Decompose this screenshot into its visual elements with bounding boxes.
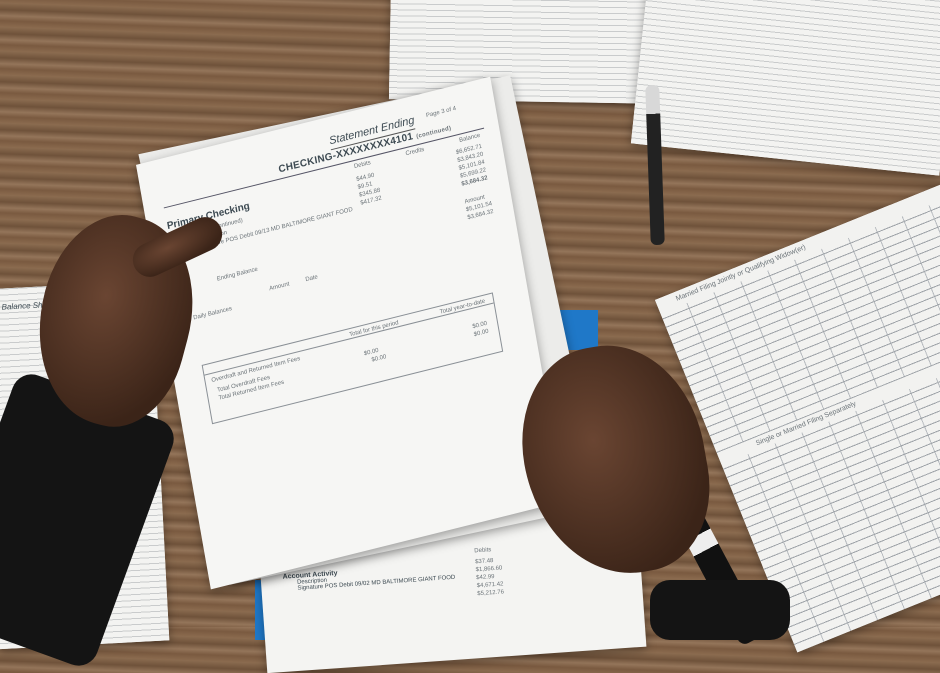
background-paper-top-right bbox=[630, 0, 940, 176]
tax-table-title: Married Filing Jointly or Qualifying Wid… bbox=[655, 176, 940, 314]
fee-period: $0.00 bbox=[371, 354, 387, 364]
daily-amount-header: Amount bbox=[268, 281, 290, 293]
bottom-debits-header: Debits bbox=[474, 547, 492, 555]
fees-table: Total for this period Total year-to-date… bbox=[201, 292, 504, 425]
right-sleeve bbox=[650, 580, 790, 640]
statement-page: Statement Ending Page 3 of 4 CHECKING-XX… bbox=[135, 76, 566, 590]
continued-label: (continued) bbox=[415, 125, 452, 141]
bottom-value: $5,212.76 bbox=[477, 589, 505, 598]
daily-balances-label: Daily Balances bbox=[192, 305, 233, 322]
ending-balance-label: Ending Balance bbox=[216, 266, 259, 283]
col-credits: Credits bbox=[405, 146, 425, 158]
col-balance: Balance bbox=[458, 132, 481, 144]
fee-ytd: $0.00 bbox=[473, 328, 490, 339]
statement-page-number: Page 3 of 4 bbox=[425, 105, 457, 120]
col-debits: Debits bbox=[353, 160, 372, 171]
daily-date-header: Date bbox=[305, 274, 319, 284]
fees-header: Overdraft and Returned Item Fees bbox=[211, 355, 301, 384]
tax-table-subtitle: Single or Married Filing Separately bbox=[716, 329, 940, 466]
